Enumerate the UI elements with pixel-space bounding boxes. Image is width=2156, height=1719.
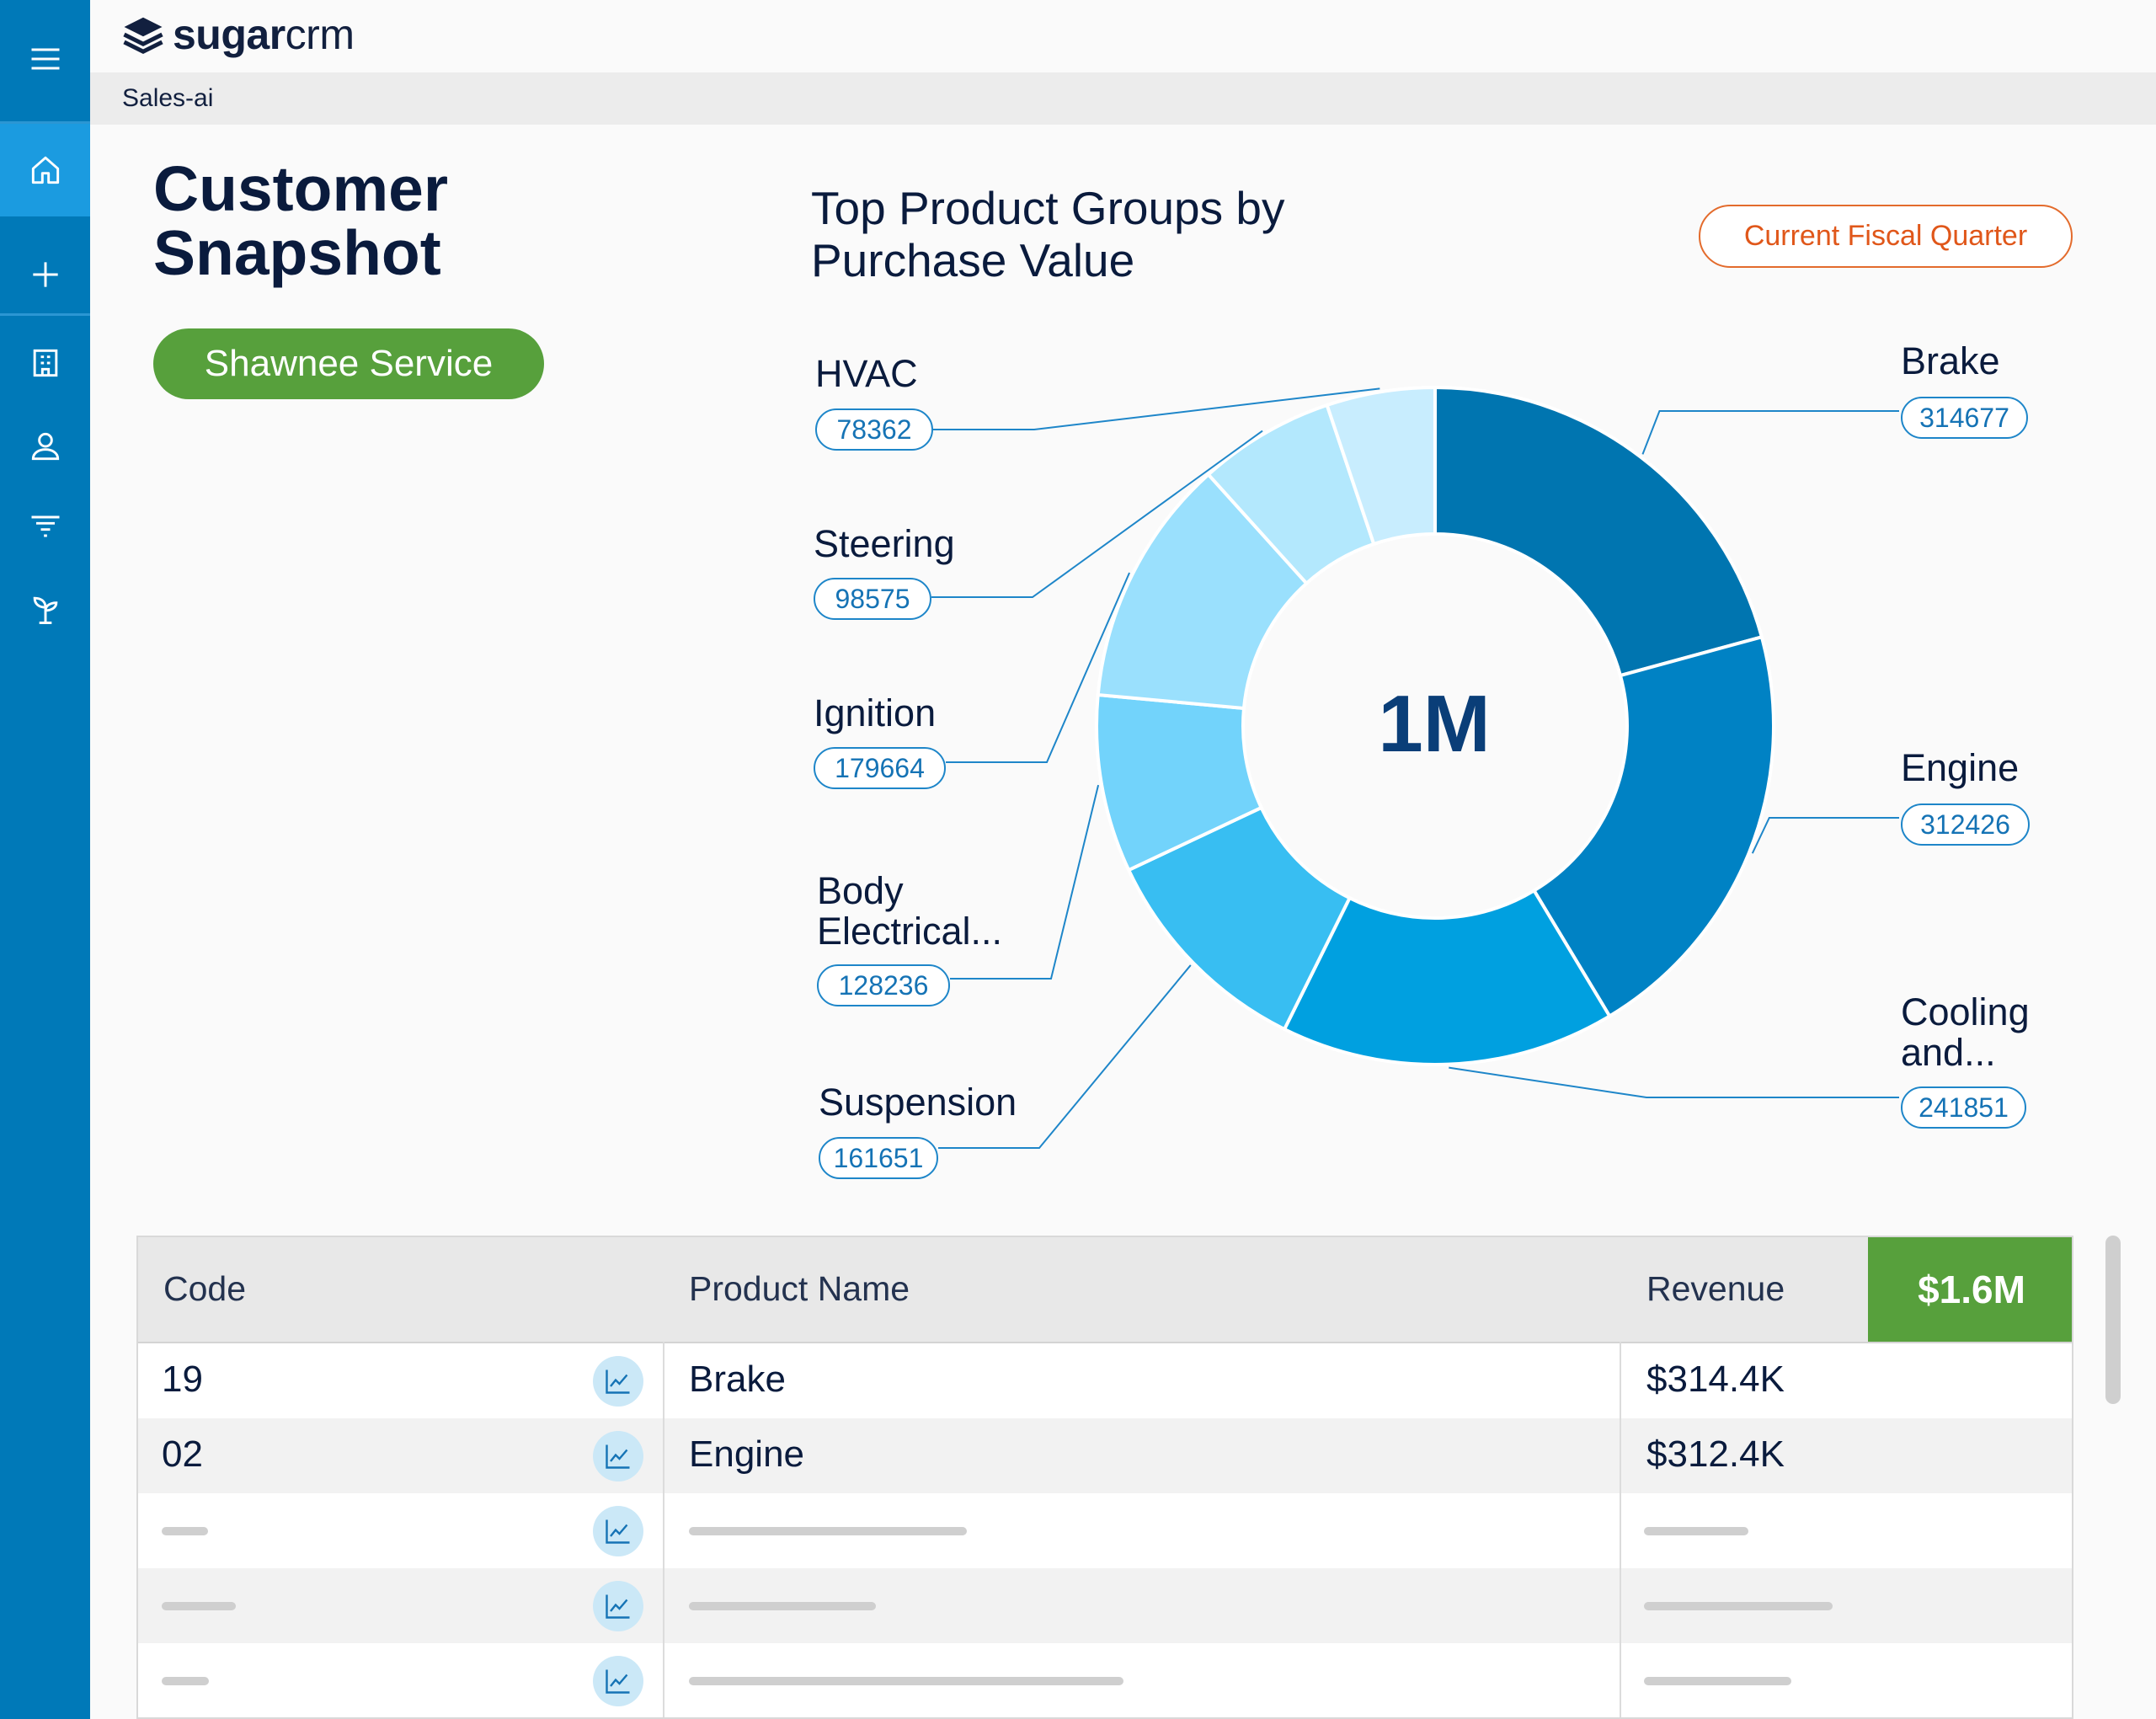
cell-revenue: $312.4K	[1646, 1433, 1785, 1475]
header-revenue[interactable]: Revenue	[1646, 1269, 1785, 1308]
cell-product-name: Engine	[689, 1433, 805, 1475]
table-header: Code Product Name Revenue $1.6M	[138, 1237, 2072, 1343]
breadcrumb-bar: Sales-ai	[90, 72, 2156, 125]
period-filter-button[interactable]: Current Fiscal Quarter	[1699, 205, 2073, 268]
placeholder-bar	[1644, 1527, 1748, 1535]
donut-slice-hvac[interactable]	[1325, 385, 1437, 547]
leader-line-brake	[1641, 410, 1899, 455]
slice-label-engine: Engine	[1901, 746, 2020, 789]
slice-label-suspension: Suspension	[819, 1081, 1017, 1124]
page-title-line2: Snapshot	[153, 217, 441, 288]
table-row-placeholder	[138, 1568, 2072, 1643]
building-icon[interactable]	[0, 325, 90, 401]
trend-chart-icon[interactable]	[593, 1506, 643, 1556]
leader-line-body-electrical	[950, 784, 1100, 980]
cell-code: 19	[162, 1359, 203, 1400]
top-bar: sugarcrm	[90, 0, 2156, 72]
logo-light: crm	[285, 11, 355, 58]
placeholder-bar	[1644, 1602, 1833, 1610]
chart-title-line2: Purchase Value	[811, 234, 1135, 286]
page-title-line1: Customer	[153, 153, 449, 224]
filter-icon[interactable]	[0, 488, 90, 564]
column-divider	[1620, 1342, 1621, 1717]
revenue-total-badge: $1.6M	[1868, 1237, 2072, 1342]
slice-value-brake: 314677	[1901, 397, 2028, 439]
page-title: Customer Snapshot	[153, 157, 448, 285]
table-row-placeholder	[138, 1493, 2072, 1568]
slice-label-ignition: Ignition	[814, 691, 937, 734]
placeholder-bar	[162, 1677, 209, 1685]
table-row[interactable]: 19 Brake $314.4K	[138, 1343, 2072, 1418]
product-table: Code Product Name Revenue $1.6M 19 Brake…	[136, 1236, 2073, 1719]
slice-label-cooling: Cooling and...	[1901, 990, 2030, 1074]
slice-value-hvac: 78362	[815, 408, 933, 451]
leader-line-steering	[931, 430, 1263, 598]
leader-line-engine	[1751, 817, 1899, 854]
slice-value-cooling: 241851	[1901, 1086, 2026, 1129]
logo-bold: sugar	[173, 11, 286, 58]
table-row[interactable]: 02 Engine $312.4K	[138, 1418, 2072, 1493]
sugarcrm-logo[interactable]: sugarcrm	[120, 10, 355, 59]
leader-line-ignition	[946, 572, 1130, 763]
cell-revenue: $314.4K	[1646, 1359, 1785, 1400]
home-icon[interactable]	[0, 124, 90, 216]
donut-slice-engine[interactable]	[1531, 634, 1775, 1019]
breadcrumb[interactable]: Sales-ai	[122, 84, 214, 112]
placeholder-bar	[1644, 1677, 1791, 1685]
leader-line-cooling-and	[1449, 1066, 1899, 1098]
layers-icon	[123, 17, 163, 55]
placeholder-bar	[689, 1527, 967, 1535]
leader-line-suspension	[938, 964, 1192, 1149]
menu-icon[interactable]	[0, 17, 90, 101]
placeholder-bar	[162, 1527, 208, 1535]
chart-title-line1: Top Product Groups by	[811, 182, 1285, 234]
slice-value-body-electrical: 128236	[817, 964, 950, 1006]
slice-value-suspension: 161651	[819, 1137, 938, 1179]
donut-center-total: 1M	[1378, 679, 1491, 769]
header-product-name[interactable]: Product Name	[689, 1269, 910, 1308]
trend-chart-icon[interactable]	[593, 1656, 643, 1706]
donut-slice-brake[interactable]	[1433, 385, 1764, 678]
chart-title: Top Product Groups by Purchase Value	[811, 182, 1285, 286]
trend-chart-icon[interactable]	[593, 1581, 643, 1631]
slice-label-hvac: HVAC	[815, 352, 918, 395]
placeholder-bar	[689, 1677, 1123, 1685]
sidebar	[0, 0, 90, 1719]
slice-label-body-electrical: Body Electrical...	[817, 869, 1003, 953]
column-divider	[663, 1342, 664, 1717]
slice-label-steering: Steering	[814, 522, 955, 565]
plus-icon[interactable]	[0, 232, 90, 317]
cell-code: 02	[162, 1433, 203, 1475]
table-row-placeholder	[138, 1643, 2072, 1717]
table-scrollbar[interactable]	[2105, 1236, 2121, 1404]
trend-chart-icon[interactable]	[593, 1356, 643, 1407]
leader-line-hvac	[933, 387, 1380, 430]
user-icon[interactable]	[0, 408, 90, 484]
cell-product-name: Brake	[689, 1359, 786, 1400]
donut-slice-cooling-and[interactable]	[1282, 888, 1612, 1066]
slice-value-steering: 98575	[814, 578, 931, 620]
placeholder-bar	[689, 1602, 876, 1610]
plant-icon[interactable]	[0, 571, 90, 647]
slice-label-brake: Brake	[1901, 339, 2000, 382]
account-badge[interactable]: Shawnee Service	[153, 328, 544, 399]
trend-chart-icon[interactable]	[593, 1431, 643, 1481]
header-code[interactable]: Code	[163, 1269, 247, 1308]
slice-value-engine: 312426	[1901, 803, 2030, 846]
placeholder-bar	[162, 1602, 236, 1610]
slice-value-ignition: 179664	[814, 747, 946, 789]
